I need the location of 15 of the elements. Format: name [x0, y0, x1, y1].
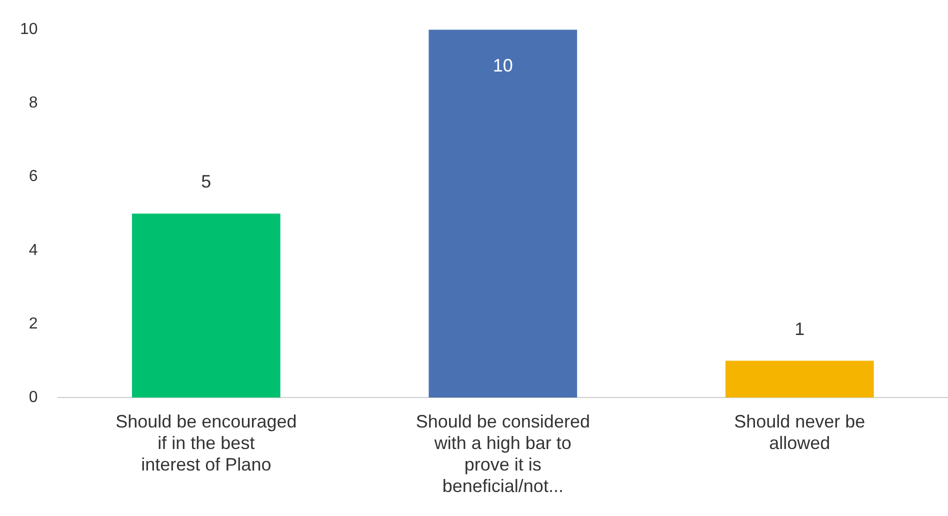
y-tick-label: 6: [28, 168, 38, 186]
y-tick-label: 10: [20, 21, 38, 38]
x-tick-label: Should be encouraged if in the best interest of Plano: [116, 411, 297, 475]
bar: [132, 214, 280, 398]
data-label: 1: [794, 318, 805, 339]
data-label: 5: [201, 172, 212, 192]
x-tick-label: Should never be allowed: [734, 411, 866, 453]
data-label: 10: [492, 56, 513, 76]
y-tick-label: 4: [28, 242, 38, 259]
x-tick-label: Should be considered with a high bar to prove it is beneficial/not...: [416, 411, 590, 496]
bar: [428, 30, 578, 398]
bar: [725, 360, 874, 398]
y-tick-label: 2: [28, 315, 38, 332]
y-tick-label: 8: [28, 94, 38, 112]
y-tick-label: 0: [28, 389, 38, 406]
